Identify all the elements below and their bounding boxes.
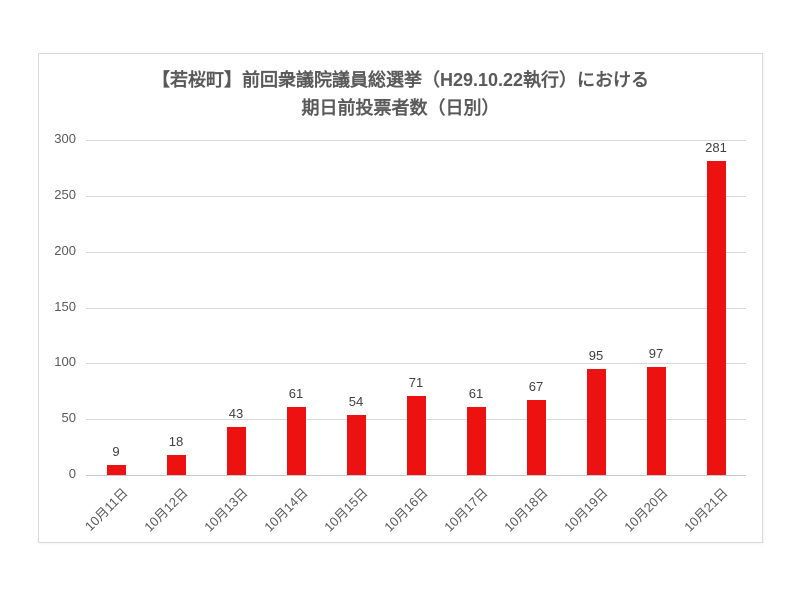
bar-value-label: 71 [408,375,424,390]
x-axis-tick-label: 10月21日 [681,485,731,535]
x-axis-tick-label: 10月20日 [621,485,671,535]
gridline [86,195,746,197]
bar-value-label: 61 [288,386,304,401]
bar [586,369,606,475]
bar [166,455,186,475]
bar-value-label: 9 [112,444,120,459]
y-axis-tick-label: 250 [54,186,76,202]
bar [646,367,666,475]
bar-value-label: 54 [348,394,364,409]
bar-value-label: 18 [168,434,184,449]
x-axis-tick-label: 10月18日 [501,485,551,535]
plot-area: 0 50 100 150 200 250 300 9 10月11日 18 10月12日 43 10月13… [54,131,746,535]
y-axis-tick-label: 0 [68,466,76,481]
gridline [86,140,746,141]
x-axis-line [86,475,746,476]
chart-title-line2: 期日前投票者数（日別） [301,98,500,118]
bar-value-label: 97 [648,346,664,361]
x-axis-tick-label: 10月14日 [261,485,311,535]
bar [406,396,426,475]
x-axis-tick-label: 10月11日 [81,485,131,534]
bar-value-label: 43 [228,406,244,421]
bar-value-label: 95 [588,348,604,363]
bar [526,400,546,475]
gridline [86,307,746,309]
x-axis-tick-label: 10月16日 [381,485,431,535]
chart-title-line1: 【若桜町】前回衆議院議員総選挙（H29.10.22執行）における [151,70,650,90]
bar-value-label: 61 [468,386,484,401]
y-axis-tick-label: 50 [61,410,76,426]
x-axis-tick-label: 10月12日 [141,485,191,535]
gridline [86,363,746,365]
chart-frame: 【若桜町】前回衆議院議員総選挙（H29.10.22執行）における 期日前投票者数… [38,53,763,543]
chart-title: 【若桜町】前回衆議院議員総選挙（H29.10.22執行）における 期日前投票者数… [39,66,762,122]
x-axis-tick-label: 10月17日 [441,485,491,535]
bar [706,161,726,475]
y-axis-tick-label: 200 [54,242,76,258]
bar-value-label: 281 [705,140,727,155]
bar [346,415,366,475]
bar-value-label: 67 [528,379,544,394]
gridline [86,251,746,253]
bar [466,407,486,475]
y-axis-tick-label: 100 [54,354,76,370]
y-axis-tick-label: 300 [54,131,76,146]
x-axis-tick-label: 10月19日 [561,485,611,535]
x-axis-tick-label: 10月13日 [201,485,251,535]
x-axis-tick-label: 10月15日 [321,485,371,535]
bar [286,407,306,475]
y-axis-tick-label: 150 [54,298,76,314]
bar [106,465,126,475]
bar [226,427,246,475]
